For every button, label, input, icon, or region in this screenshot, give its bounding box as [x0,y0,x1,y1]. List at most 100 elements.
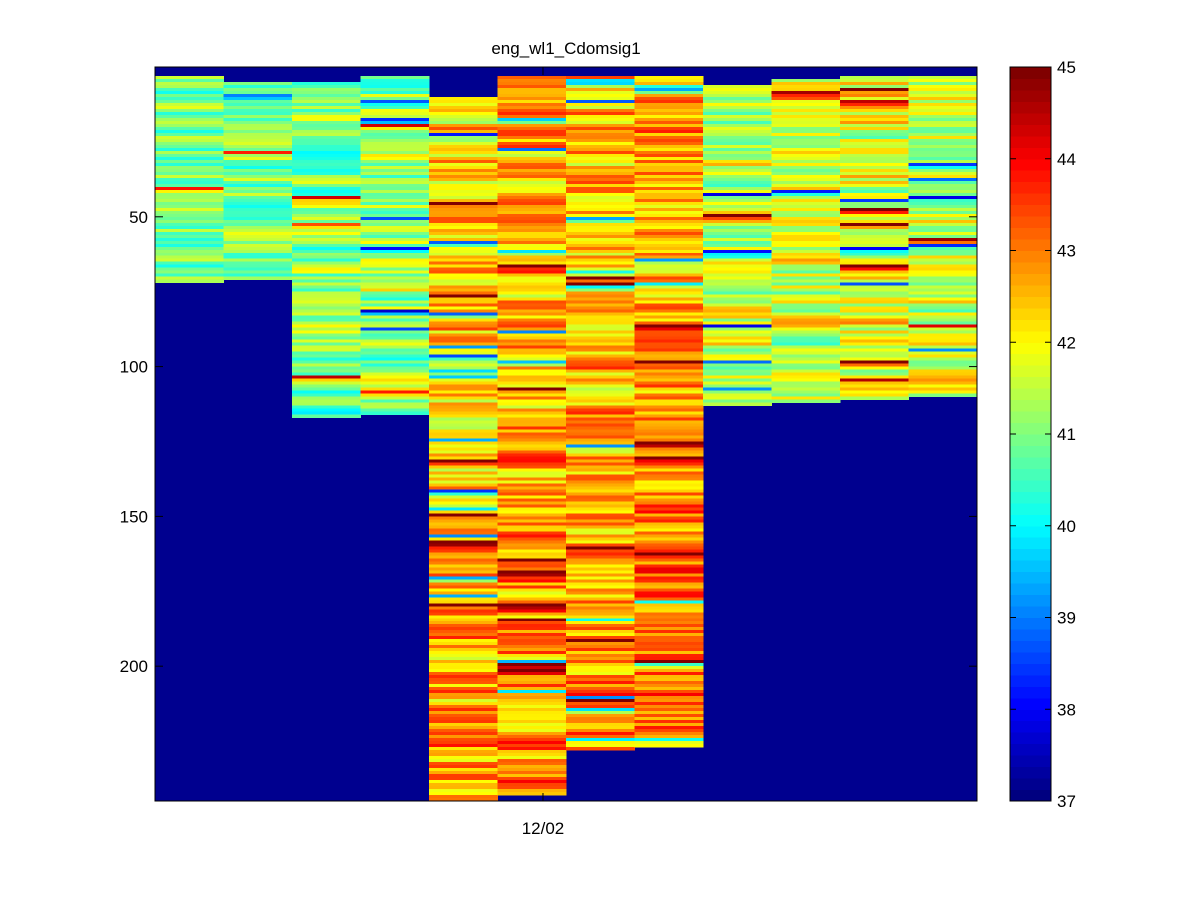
heatmap-cell [360,153,430,158]
heatmap-cell [429,702,499,706]
heatmap-cell [497,597,567,601]
heatmap-cell [703,123,773,128]
heatmap-cell [771,303,841,308]
heatmap-cell [771,219,841,224]
heatmap-cell [497,426,567,430]
heatmap-cell [223,171,293,176]
heatmap-cell [908,75,978,80]
heatmap-cell [634,627,704,631]
colorbar-swatch [1010,651,1051,664]
heatmap-cell [360,147,430,152]
heatmap-cell [155,234,225,239]
heatmap-cell [429,624,499,628]
heatmap-cell [155,114,225,119]
heatmap-cell [908,117,978,122]
heatmap-cell [360,186,430,191]
colorbar-swatch [1010,789,1051,802]
colorbar-swatch [1010,216,1051,229]
heatmap-cell [155,231,225,236]
heatmap-cell [497,579,567,583]
heatmap-cell [429,729,499,733]
heatmap-cell [634,315,704,320]
heatmap-cell [292,348,362,353]
heatmap-cell [566,654,636,658]
heatmap-cell [497,165,567,170]
heatmap-cell [429,273,499,278]
heatmap-cell [360,87,430,92]
heatmap-cell [429,162,499,167]
heatmap-cell [634,249,704,254]
heatmap-cell [429,186,499,191]
heatmap-cell [497,381,567,385]
heatmap-cell [429,210,499,215]
heatmap-cell [703,366,773,370]
heatmap-cell [634,711,704,715]
heatmap-cell [771,282,841,287]
heatmap-cell [155,108,225,113]
colorbar-swatch [1010,594,1051,607]
heatmap-cell [566,534,636,538]
heatmap-cell [840,282,910,287]
heatmap-cell [360,354,430,359]
heatmap-cell [429,99,499,104]
heatmap-cell [840,243,910,248]
heatmap-cell [634,639,704,643]
heatmap-cell [840,144,910,149]
heatmap-cell [497,240,567,245]
heatmap-cell [360,102,430,107]
heatmap-cell [771,342,841,347]
heatmap-cell [840,213,910,218]
heatmap-cell [292,327,362,332]
colorbar-swatch [1010,606,1051,618]
heatmap-cell [429,660,499,664]
heatmap-cell [360,249,430,254]
heatmap-cell [566,297,636,302]
heatmap-cell [566,516,636,520]
heatmap-cell [292,285,362,290]
heatmap-cell [703,186,773,191]
heatmap-cell [908,321,978,326]
heatmap-cell [703,84,773,89]
heatmap-cell [634,672,704,676]
heatmap-cell [566,90,636,95]
heatmap-cell [360,168,430,173]
heatmap-cell [292,378,362,382]
heatmap-cell [360,156,430,161]
heatmap-cell [840,300,910,305]
heatmap-cell [497,477,567,481]
heatmap-cell [360,318,430,323]
heatmap-cell [840,357,910,361]
heatmap-cell [497,285,567,290]
heatmap-cell [155,141,225,146]
heatmap-cell [566,576,636,580]
heatmap-cell [429,393,499,397]
heatmap-cell [703,399,773,403]
heatmap-cell [155,150,225,155]
heatmap-cell [771,207,841,212]
heatmap-cell [429,213,499,218]
heatmap-cell [429,528,499,532]
heatmap-cell [634,288,704,293]
heatmap-cell [429,357,499,361]
heatmap-cell [497,714,567,718]
heatmap-cell [429,681,499,685]
heatmap-cell [429,714,499,718]
heatmap-cell [429,312,499,317]
heatmap-cell [634,297,704,302]
heatmap-cell [634,441,704,445]
heatmap-cell [771,309,841,314]
heatmap-cell [703,330,773,335]
heatmap-cell [497,135,567,140]
heatmap-cell [566,504,636,508]
heatmap-cell [566,393,636,397]
heatmap-cell [429,117,499,122]
heatmap-cell [840,204,910,209]
heatmap-cell [771,264,841,269]
heatmap-cell [429,552,499,556]
heatmap-cell [429,642,499,646]
heatmap-cell [908,345,978,350]
heatmap-cell [429,258,499,263]
heatmap-cell [429,432,499,436]
heatmap-cell [223,165,293,170]
heatmap-cell [634,588,704,592]
